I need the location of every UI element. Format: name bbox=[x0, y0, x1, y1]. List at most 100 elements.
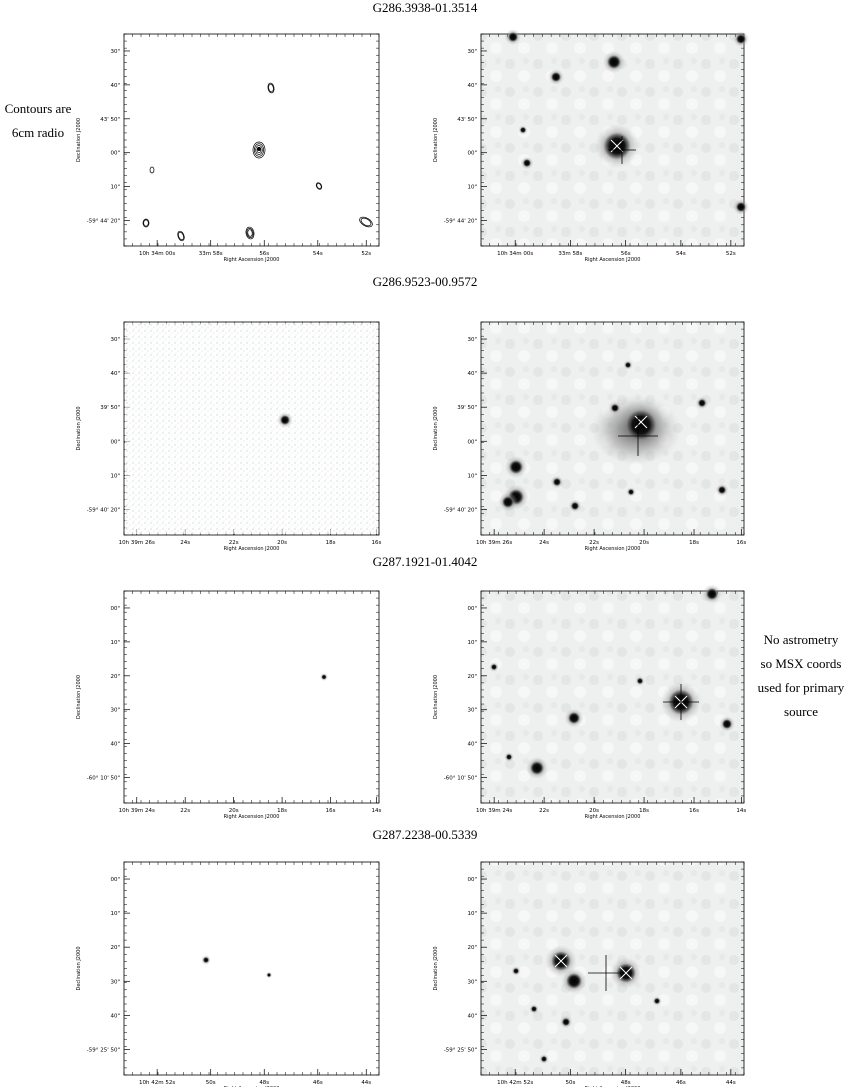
x-tick-label: 20s bbox=[229, 808, 239, 814]
y-tick-label: 40" bbox=[110, 371, 120, 377]
x-tick-label: 33m 58s bbox=[558, 251, 582, 257]
x-tick-label: 10h 39m 24s bbox=[476, 808, 512, 814]
x-axis-label: Right Ascension J2000 bbox=[224, 257, 280, 263]
x-tick-label: 10h 39m 26s bbox=[119, 540, 155, 546]
y-tick-label: 10" bbox=[467, 473, 477, 479]
source-blob bbox=[736, 202, 746, 212]
radio-contour bbox=[247, 229, 253, 237]
radio-contour bbox=[253, 143, 265, 157]
radio-contour bbox=[268, 83, 274, 93]
x-tick-label: 50s bbox=[206, 1080, 216, 1086]
figure-title-3: G287.1921-01.4042 bbox=[372, 554, 478, 569]
y-tick-label: 10" bbox=[110, 640, 120, 646]
x-tick-label: 16s bbox=[326, 808, 336, 814]
x-tick-label: 24s bbox=[180, 540, 190, 546]
x-tick-label: 16s bbox=[689, 808, 699, 814]
y-axis-label: Declination J2000 bbox=[433, 946, 439, 990]
source-blob bbox=[553, 478, 561, 486]
x-tick-label: 20s bbox=[589, 808, 599, 814]
astrometry-note-line3: used for primary bbox=[757, 680, 845, 695]
left-panel-2: 30" 40" 39' 50" 00" 10" -59° 40' 20" 10h 39m 2… bbox=[76, 321, 382, 552]
figure-title-2: G286.9523-00.9572 bbox=[372, 274, 478, 289]
radio-contour bbox=[178, 231, 184, 241]
x-tick-label: 56s bbox=[621, 251, 631, 257]
right-panel-2: 30" 40" 39' 50" 00" 10" -59° 40' 20" 10h 39m 2… bbox=[433, 321, 746, 552]
astrometry-note-line4: source bbox=[784, 704, 818, 719]
source-blob bbox=[506, 754, 512, 760]
source-blob bbox=[562, 1018, 570, 1026]
y-axis-label: Declination J2000 bbox=[433, 406, 439, 450]
y-tick-label: -59° 44' 20" bbox=[87, 219, 120, 225]
y-tick-label: 30" bbox=[467, 708, 477, 714]
x-tick-label: 22s bbox=[539, 808, 549, 814]
x-axis-label: Right Ascension J2000 bbox=[224, 814, 280, 820]
x-tick-label: 48s bbox=[621, 1080, 631, 1086]
radio-contour bbox=[315, 182, 323, 190]
left-panel-3-frame bbox=[123, 590, 380, 804]
y-tick-label: -59° 25' 50" bbox=[87, 1047, 120, 1053]
x-tick-label: 24s bbox=[539, 540, 549, 546]
x-tick-label: 18s bbox=[639, 808, 649, 814]
x-tick-label: 20s bbox=[639, 540, 649, 546]
source-blob bbox=[321, 674, 327, 680]
y-tick-label: 40" bbox=[467, 83, 477, 89]
x-tick-label: 18s bbox=[689, 540, 699, 546]
x-tick-label: 18s bbox=[277, 808, 287, 814]
y-tick-label: -59° 44' 20" bbox=[444, 219, 477, 225]
y-tick-label: 43' 50" bbox=[100, 117, 120, 123]
y-tick-label: 10" bbox=[467, 640, 477, 646]
source-blob bbox=[625, 362, 631, 368]
x-tick-label: 10h 42m 52s bbox=[139, 1080, 175, 1086]
source-blob bbox=[513, 968, 519, 974]
x-tick-label: 52s bbox=[361, 251, 371, 257]
x-tick-label: 16s bbox=[736, 540, 746, 546]
y-tick-label: 30" bbox=[467, 979, 477, 985]
radio-contour bbox=[149, 166, 155, 174]
radio-contour bbox=[143, 219, 149, 227]
x-tick-label: 10h 39m 24s bbox=[119, 808, 155, 814]
x-tick-label: 54s bbox=[313, 251, 323, 257]
source-blob bbox=[736, 34, 746, 44]
source-blob bbox=[523, 159, 531, 167]
y-tick-label: 00" bbox=[467, 877, 477, 883]
x-tick-label: 22s bbox=[229, 540, 239, 546]
x-tick-label: 18s bbox=[326, 540, 336, 546]
y-tick-label: 30" bbox=[110, 979, 120, 985]
contours-note-line2: 6cm radio bbox=[11, 125, 65, 140]
astrometry-note-line1: No astrometry bbox=[763, 632, 839, 647]
radio-contour bbox=[359, 216, 373, 228]
right-panel-4: 00" 10" 20" 30" 40" -59° 25' 50" 10h 42m 52s 50… bbox=[433, 861, 745, 1087]
figure-title-4: G287.2238-00.5339 bbox=[372, 827, 478, 842]
radio-peak bbox=[282, 419, 286, 423]
x-tick-label: 44s bbox=[726, 1080, 736, 1086]
y-tick-label: -60° 10' 50" bbox=[444, 776, 477, 782]
y-tick-label: 40" bbox=[467, 371, 477, 377]
y-axis-label: Declination J2000 bbox=[76, 946, 82, 990]
radio-peak bbox=[257, 147, 261, 151]
y-tick-label: 10" bbox=[110, 911, 120, 917]
radio-contour bbox=[246, 228, 254, 238]
y-tick-label: -60° 10' 50" bbox=[87, 776, 120, 782]
contours-note: Contours are 6cm radio bbox=[0, 97, 76, 145]
y-tick-label: -59° 25' 50" bbox=[444, 1047, 477, 1053]
source-blob bbox=[571, 502, 579, 510]
y-tick-label: 40" bbox=[110, 1013, 120, 1019]
source-blob bbox=[491, 664, 497, 670]
source-blob bbox=[706, 588, 718, 600]
y-tick-label: 20" bbox=[467, 945, 477, 951]
source-blob bbox=[520, 127, 526, 133]
y-tick-label: 30" bbox=[110, 337, 120, 343]
source-blob bbox=[508, 32, 518, 42]
y-tick-label: 10" bbox=[467, 911, 477, 917]
x-tick-label: 14s bbox=[736, 808, 746, 814]
y-tick-label: 20" bbox=[467, 674, 477, 680]
radio-contour bbox=[316, 183, 322, 189]
right-panel-1: 30" 40" 43' 50" 00" 10" -59° 44' 20" 10h 34m 0… bbox=[433, 29, 749, 263]
source-blob bbox=[625, 409, 657, 441]
y-axis-label: Declination J2000 bbox=[76, 406, 82, 450]
x-tick-label: 10h 34m 00s bbox=[497, 251, 533, 257]
y-tick-label: 39' 50" bbox=[100, 405, 120, 411]
radio-contour bbox=[267, 82, 275, 94]
x-tick-label: 44s bbox=[361, 1080, 371, 1086]
y-tick-label: 30" bbox=[110, 708, 120, 714]
